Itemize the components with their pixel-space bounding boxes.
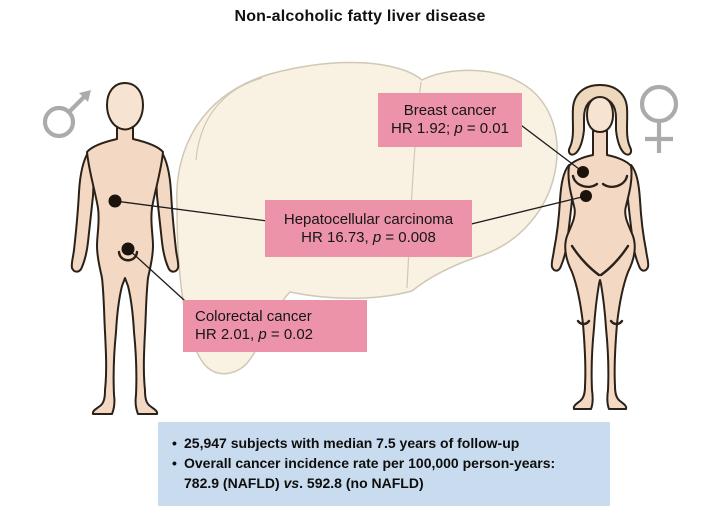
- male-torso-legs: [86, 123, 164, 415]
- female-knee-mark-left: [576, 319, 591, 326]
- male-head: [105, 81, 145, 131]
- female-bikini-line-right: [599, 244, 630, 277]
- female-symbol-icon: [639, 84, 679, 153]
- hcc-stats: HR 16.73, p = 0.008: [301, 228, 436, 246]
- female-liver-dot: [580, 190, 592, 202]
- summary-line-rates: 782.9 (NAFLD) vs. 592.8 (no NAFLD): [184, 475, 424, 491]
- male-symbol-icon: [42, 90, 91, 139]
- female-torso-legs: [564, 130, 636, 410]
- hcc-label: Hepatocellular carcinoma: [283, 210, 454, 228]
- breast-cancer-label: Breast cancer: [403, 102, 497, 119]
- breast-cancer-callout: Breast cancer HR 1.92; p = 0.01: [378, 93, 522, 147]
- figure-title: Non-alcoholic fatty liver disease: [234, 8, 486, 25]
- female-head: [585, 95, 615, 134]
- male-groin-mark: [117, 250, 139, 262]
- male-liver-dot: [108, 194, 122, 208]
- male-colon-dot: [121, 242, 135, 256]
- female-bikini-line-left: [570, 244, 601, 277]
- female-breast-curve-left: [571, 174, 599, 188]
- male-left-arm: [70, 150, 95, 273]
- female-breast-curve-right: [601, 174, 629, 188]
- female-figure: [550, 84, 650, 410]
- connector-female-liver: [454, 195, 587, 229]
- female-knee-mark-right: [609, 319, 624, 326]
- colorectal-label: Colorectal cancer: [195, 308, 312, 325]
- study-summary-box: • 25,947 subjects with median 7.5 years o…: [158, 422, 610, 506]
- female-breast-dot: [577, 166, 589, 178]
- colorectal-stats: HR 2.01, p = 0.02: [195, 326, 314, 343]
- hepatocellular-carcinoma-callout: Hepatocellular carcinoma HR 16.73, p = 0…: [265, 200, 472, 257]
- connector-male-colon: [127, 248, 196, 311]
- male-right-arm: [155, 150, 180, 273]
- colorectal-cancer-callout: Colorectal cancer HR 2.01, p = 0.02: [183, 300, 367, 352]
- connector-male-liver: [114, 200, 291, 225]
- male-figure: [70, 81, 180, 415]
- summary-line-subjects: • 25,947 subjects with median 7.5 years o…: [172, 435, 520, 451]
- organ-dots: [108, 166, 592, 256]
- summary-line-incidence: • Overall cancer incidence rate per 100,0…: [172, 455, 556, 471]
- breast-cancer-stats: HR 1.92; p = 0.01: [390, 120, 509, 137]
